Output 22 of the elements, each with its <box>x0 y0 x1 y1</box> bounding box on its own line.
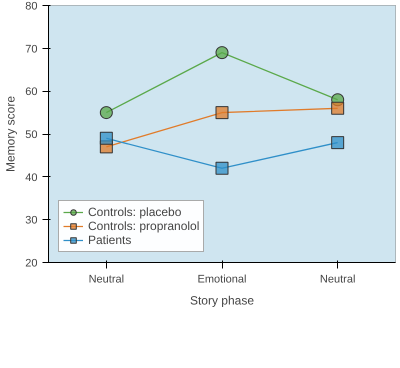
y-tick-label: 30 <box>25 214 38 227</box>
y-tick-label: 40 <box>25 172 38 184</box>
y-tick-label: 70 <box>25 43 38 56</box>
y-axis-title: Memory score <box>3 96 18 172</box>
point <box>100 132 113 145</box>
point <box>216 162 228 175</box>
point <box>331 102 344 115</box>
y-tick-label: 50 <box>25 129 38 141</box>
legend-label: Controls: placebo <box>88 205 182 219</box>
point <box>216 106 228 120</box>
x-axis-title: Story phase <box>190 294 254 308</box>
x-tick-label: Neutral <box>320 274 356 286</box>
point <box>100 106 113 120</box>
legend-label: Patients <box>88 233 132 247</box>
x-tick-label: Neutral <box>88 274 124 286</box>
y-tick-label: 60 <box>25 86 38 98</box>
y-tick-label: 20 <box>25 258 38 270</box>
x-tick-label: Emotional <box>198 274 246 286</box>
point <box>216 46 228 60</box>
y-tick-label: 80 <box>25 0 38 12</box>
legend-label: Controls: propranolol <box>88 219 200 233</box>
point <box>331 136 344 150</box>
